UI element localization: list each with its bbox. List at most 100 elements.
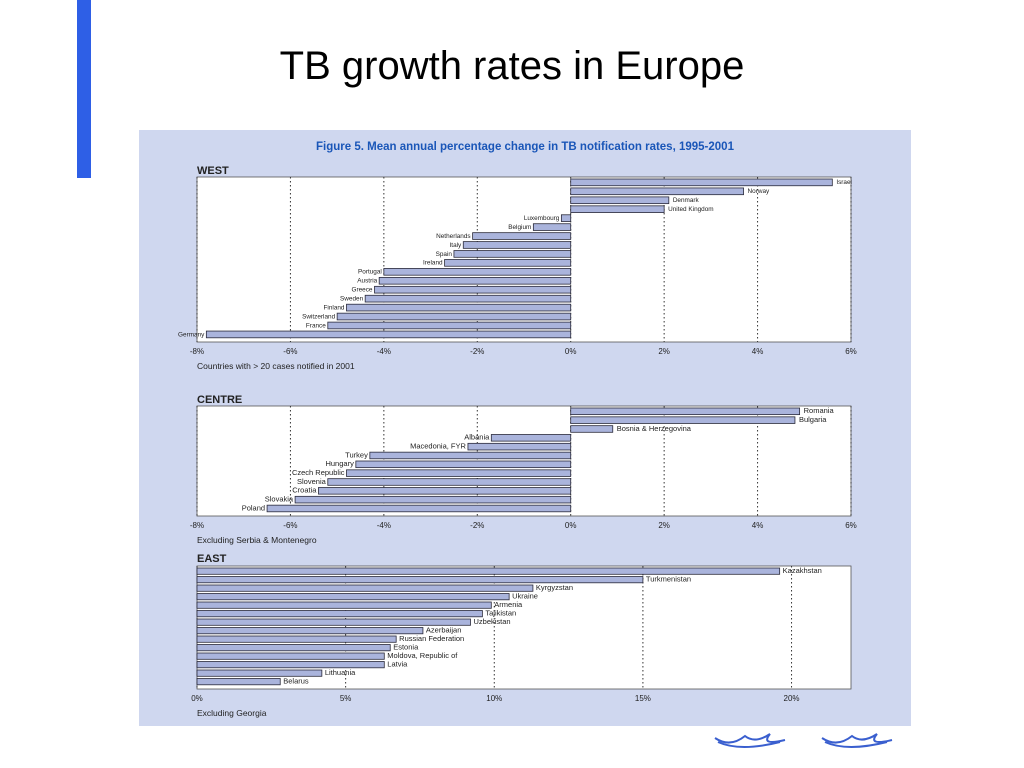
tick-label: 0% <box>191 694 203 703</box>
bar <box>266 504 572 513</box>
tick-label: 2% <box>658 347 670 356</box>
bar <box>196 601 492 609</box>
charts-layer: WEST Israel Norway Denmark United Kingdom Lux… <box>178 165 857 718</box>
bar-label: Ireland <box>423 260 443 267</box>
bar-label: Ukraine <box>512 591 538 600</box>
figure-title: Figure 5. Mean annual percentage change … <box>316 141 735 153</box>
tick-label: 0% <box>565 521 577 530</box>
tick-label: 4% <box>752 521 764 530</box>
bar <box>462 241 572 249</box>
bar-label: Croatia <box>292 486 317 495</box>
bar <box>196 618 471 626</box>
bar <box>346 303 572 312</box>
bar <box>196 669 323 677</box>
bar-label: Turkey <box>345 450 368 459</box>
bar <box>336 312 572 321</box>
tick-label: -6% <box>283 521 297 530</box>
bar-label: Switzerland <box>302 313 335 320</box>
panel-note: Excluding Serbia & Montenegro <box>197 535 317 545</box>
tick-label: -8% <box>190 347 204 356</box>
bar <box>294 495 572 504</box>
bar <box>490 434 572 442</box>
bar-label: Belgium <box>508 224 531 231</box>
tick-label: 10% <box>486 694 502 703</box>
bar <box>570 407 801 416</box>
chart-figure: Figure 5. Mean annual percentage change … <box>178 141 857 718</box>
bar-label: Spain <box>436 251 453 258</box>
bar <box>196 644 391 652</box>
bar-label: Albania <box>464 433 490 442</box>
tick-label: 20% <box>784 694 800 703</box>
bar-label: Russian Federation <box>399 634 464 643</box>
bar-label: Azerbaijan <box>426 625 461 634</box>
bar-label: Poland <box>242 503 265 512</box>
tick-label: -4% <box>377 521 391 530</box>
panel-note: Excluding Georgia <box>197 708 267 718</box>
bar <box>196 576 644 584</box>
bar-label: Germany <box>178 331 205 338</box>
bar-label: Slovenia <box>297 477 327 486</box>
who-europe-logo-icon <box>714 733 893 748</box>
bar-label: Netherlands <box>436 233 470 240</box>
bar-label: Lithuania <box>325 668 356 677</box>
bar-label: United Kingdom <box>668 206 713 213</box>
panel-note: Countries with > 20 cases notified in 20… <box>197 361 355 371</box>
bar <box>369 451 572 460</box>
bar-label: Slovakia <box>265 494 294 503</box>
bar <box>570 187 744 196</box>
tick-label: 5% <box>340 694 352 703</box>
bar-label: Portugal <box>358 269 382 276</box>
bar-label: Bosnia & Herzegovina <box>617 424 692 433</box>
tick-label: -6% <box>283 347 297 356</box>
bar <box>196 635 397 643</box>
bar <box>355 460 572 469</box>
bar <box>196 567 781 575</box>
bar <box>374 285 572 294</box>
bar <box>532 223 572 231</box>
bar <box>196 610 483 618</box>
bar <box>196 652 385 660</box>
bar <box>327 478 572 486</box>
bar-label: Norway <box>748 188 770 195</box>
bar-label: Uzbekistan <box>473 617 510 626</box>
bar <box>570 196 670 205</box>
bar <box>364 294 572 303</box>
tick-label: 2% <box>658 521 670 530</box>
bar <box>570 205 665 213</box>
bar-label: Greece <box>352 287 373 294</box>
tick-label: -2% <box>470 347 484 356</box>
bar <box>560 214 572 222</box>
bar-label: Austria <box>357 278 377 285</box>
tick-label: 4% <box>752 347 764 356</box>
bar-label: Romania <box>804 406 835 415</box>
bar <box>318 487 572 495</box>
bar <box>570 425 614 433</box>
bar-label: Tajikistan <box>485 608 516 617</box>
tick-label: 15% <box>635 694 651 703</box>
bar-label: Finland <box>324 304 345 311</box>
bar <box>467 442 572 451</box>
bar-label: Kyrgyzstan <box>536 583 573 592</box>
bar <box>472 232 572 240</box>
bar-label: Turkmenistan <box>646 574 691 583</box>
bar-label: Armenia <box>494 600 523 609</box>
bar <box>383 268 572 276</box>
tick-label: 6% <box>845 347 857 356</box>
bar-label: Luxembourg <box>524 215 560 222</box>
tick-label: 6% <box>845 521 857 530</box>
bar <box>346 469 572 477</box>
bar-label: France <box>306 322 326 329</box>
figure-panel: Figure 5. Mean annual percentage change … <box>139 130 911 726</box>
bar-label: Estonia <box>393 642 419 651</box>
bar <box>196 584 534 592</box>
bar <box>196 593 510 601</box>
bar <box>196 627 424 635</box>
bar-label: Bulgaria <box>799 415 827 424</box>
bar-label: Hungary <box>325 459 354 468</box>
bar-label: Denmark <box>673 197 700 204</box>
bar <box>570 416 796 424</box>
bar <box>378 276 572 285</box>
bar <box>570 178 833 187</box>
bar-label: Italy <box>450 242 463 249</box>
bar-label: Sweden <box>340 296 364 303</box>
